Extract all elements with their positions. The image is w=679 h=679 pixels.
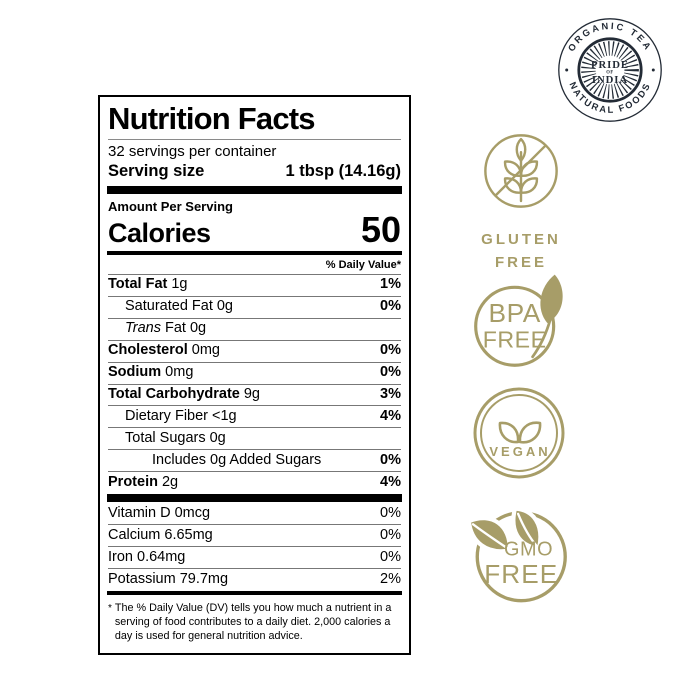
gluten-free-badge: GLUTEN FREE — [460, 126, 582, 275]
amount-per-serving: Amount Per Serving — [108, 199, 233, 215]
vegan-text: VEGAN — [489, 444, 550, 459]
nutrient-name: Saturated Fat — [125, 298, 213, 315]
nutrient-row-protein: Protein 2g 4% — [108, 471, 401, 493]
nutrient-amount: 0mg — [165, 364, 194, 381]
divider-medium — [107, 590, 402, 595]
nutrient-name: Potassium — [108, 570, 176, 587]
nutrition-facts-label: Nutrition Facts 32 servings per containe… — [98, 95, 411, 656]
nutrient-name: Total Fat — [108, 276, 168, 293]
nutrient-amount: 6.65mg — [164, 526, 213, 543]
calories-label: Calories — [108, 217, 211, 248]
nutrient-row-total-carbohydrate: Total Carbohydrate 9g 3% — [108, 383, 401, 406]
nutrient-dv: 0% — [380, 342, 401, 359]
nutrient-name: Protein — [108, 473, 158, 490]
nutrient-amount: 1g — [171, 276, 188, 293]
gmo-text-line2: FREE — [484, 559, 558, 589]
nutrient-dv: 3% — [380, 386, 401, 403]
gluten-free-icon — [484, 134, 558, 208]
nutrient-row-cholesterol: Cholesterol 0mg 0% — [108, 339, 401, 362]
nutrient-amount: 0.64mg — [137, 548, 186, 565]
nutrient-amount: 0g — [209, 429, 226, 446]
calories-row: Calories 50 — [108, 209, 401, 251]
nutrient-dv: 0% — [380, 526, 401, 543]
nutrient-dv: 4% — [380, 473, 401, 490]
nutrient-name: Total Sugars — [125, 429, 206, 446]
serving-size-value: 1 tbsp (14.16g) — [285, 162, 401, 181]
nutrient-name: Fat — [165, 320, 186, 337]
gluten-free-caption: GLUTEN FREE — [460, 228, 582, 275]
nutrient-name: Cholesterol — [108, 342, 188, 359]
nutrient-amount: 0g — [189, 320, 207, 337]
nutrient-name: Total Carbohydrate — [108, 386, 240, 403]
nutrient-amount: 0mg — [191, 342, 220, 359]
gmo-text-line1: GMO — [504, 539, 553, 561]
nutrient-amount: 79.7mg — [179, 570, 229, 587]
nutrient-name-italic: Trans — [125, 320, 161, 337]
nutrient-row-sodium: Sodium 0mg 0% — [108, 361, 401, 384]
nutrient-amount: <1g — [212, 407, 237, 424]
nutrient-name: Includes 0g Added Sugars — [152, 451, 322, 468]
nutrient-row-trans-fat: Trans Fat 0g — [108, 317, 401, 340]
caption-line: FREE — [494, 254, 547, 272]
nutrient-dv: 2% — [380, 570, 401, 587]
vitamin-row-potassium: Potassium 79.7mg 2% — [108, 568, 401, 590]
servings-per-container: 32 servings per container — [108, 143, 277, 161]
bpa-free-badge: BPA FREE — [458, 266, 584, 381]
nutrient-row-total-sugars: Total Sugars 0g — [108, 427, 401, 449]
vitamin-row-calcium: Calcium 6.65mg 0% — [108, 524, 401, 546]
sunburst-rays — [581, 41, 639, 99]
nutrient-row-added-sugars: Includes 0g Added Sugars 0% — [108, 449, 401, 471]
caption-line: GLUTEN — [481, 231, 561, 248]
serving-size-row: Serving size 1 tbsp (14.16g) — [108, 161, 401, 185]
nutrient-amount: 2g — [161, 473, 179, 490]
nutrient-dv: 1% — [380, 276, 401, 293]
daily-value-footnote: * The % Daily Value (DV) tells you how m… — [108, 596, 401, 643]
nutrient-name: Vitamin D — [108, 504, 171, 521]
vitamin-row-vitamin-d: Vitamin D 0mcg 0% — [108, 503, 401, 524]
nutrient-dv: 4% — [380, 407, 401, 424]
nutrient-dv: 0% — [380, 298, 401, 315]
bpa-text-line1: BPA — [489, 298, 541, 328]
vegan-icon: VEGAN — [473, 387, 565, 479]
nutrient-row-dietary-fiber: Dietary Fiber <1g 4% — [108, 405, 401, 427]
gmo-free-badge: GMO FREE — [452, 496, 580, 612]
logo-center-line1: PRIDE — [591, 59, 629, 71]
logo-center-line3: INDIA — [592, 74, 628, 86]
nutrient-dv: 0% — [380, 451, 401, 468]
footnote-text: The % Daily Value (DV) tells you how muc… — [114, 601, 392, 643]
gmo-free-icon: GMO FREE — [466, 506, 567, 603]
nutrient-name: Iron — [108, 548, 133, 565]
nutrient-name: Sodium — [108, 364, 162, 381]
nutrient-amount: 9g — [243, 386, 260, 403]
nutrient-name: Dietary Fiber — [125, 407, 208, 424]
nutrient-amount: 0g — [216, 298, 233, 315]
nutrient-dv: 0% — [380, 548, 401, 565]
calories-value: 50 — [360, 209, 401, 251]
nutrient-name: Calcium — [108, 526, 161, 543]
divider-medium — [107, 250, 402, 255]
daily-value-header: % Daily Value* — [325, 258, 401, 271]
nutrition-facts-title: Nutrition Facts — [108, 102, 401, 141]
vegan-badge: VEGAN — [466, 385, 572, 486]
nutrient-dv: 0% — [380, 364, 401, 381]
divider-thick — [107, 494, 402, 503]
bpa-text-line2: FREE — [483, 326, 547, 352]
nutrient-row-total-fat: Total Fat 1g 1% — [108, 273, 401, 296]
nutrient-dv: 0% — [380, 504, 401, 521]
nutrient-amount: 0mcg — [174, 504, 211, 521]
pride-of-india-seal-icon: ORGANIC TEA NATURAL FOODS PRIDE OF INDIA — [558, 18, 662, 122]
serving-size-label: Serving size — [108, 162, 205, 181]
footnote-asterisk: * — [108, 602, 112, 614]
divider-thick — [107, 186, 402, 195]
nutrient-row-saturated-fat: Saturated Fat 0g 0% — [108, 295, 401, 318]
logo-center-line2: OF — [606, 70, 613, 75]
vitamin-row-iron: Iron 0.64mg 0% — [108, 546, 401, 568]
brand-logo: ORGANIC TEA NATURAL FOODS PRIDE OF INDIA — [556, 16, 664, 124]
bpa-free-icon: BPA FREE — [474, 274, 563, 367]
